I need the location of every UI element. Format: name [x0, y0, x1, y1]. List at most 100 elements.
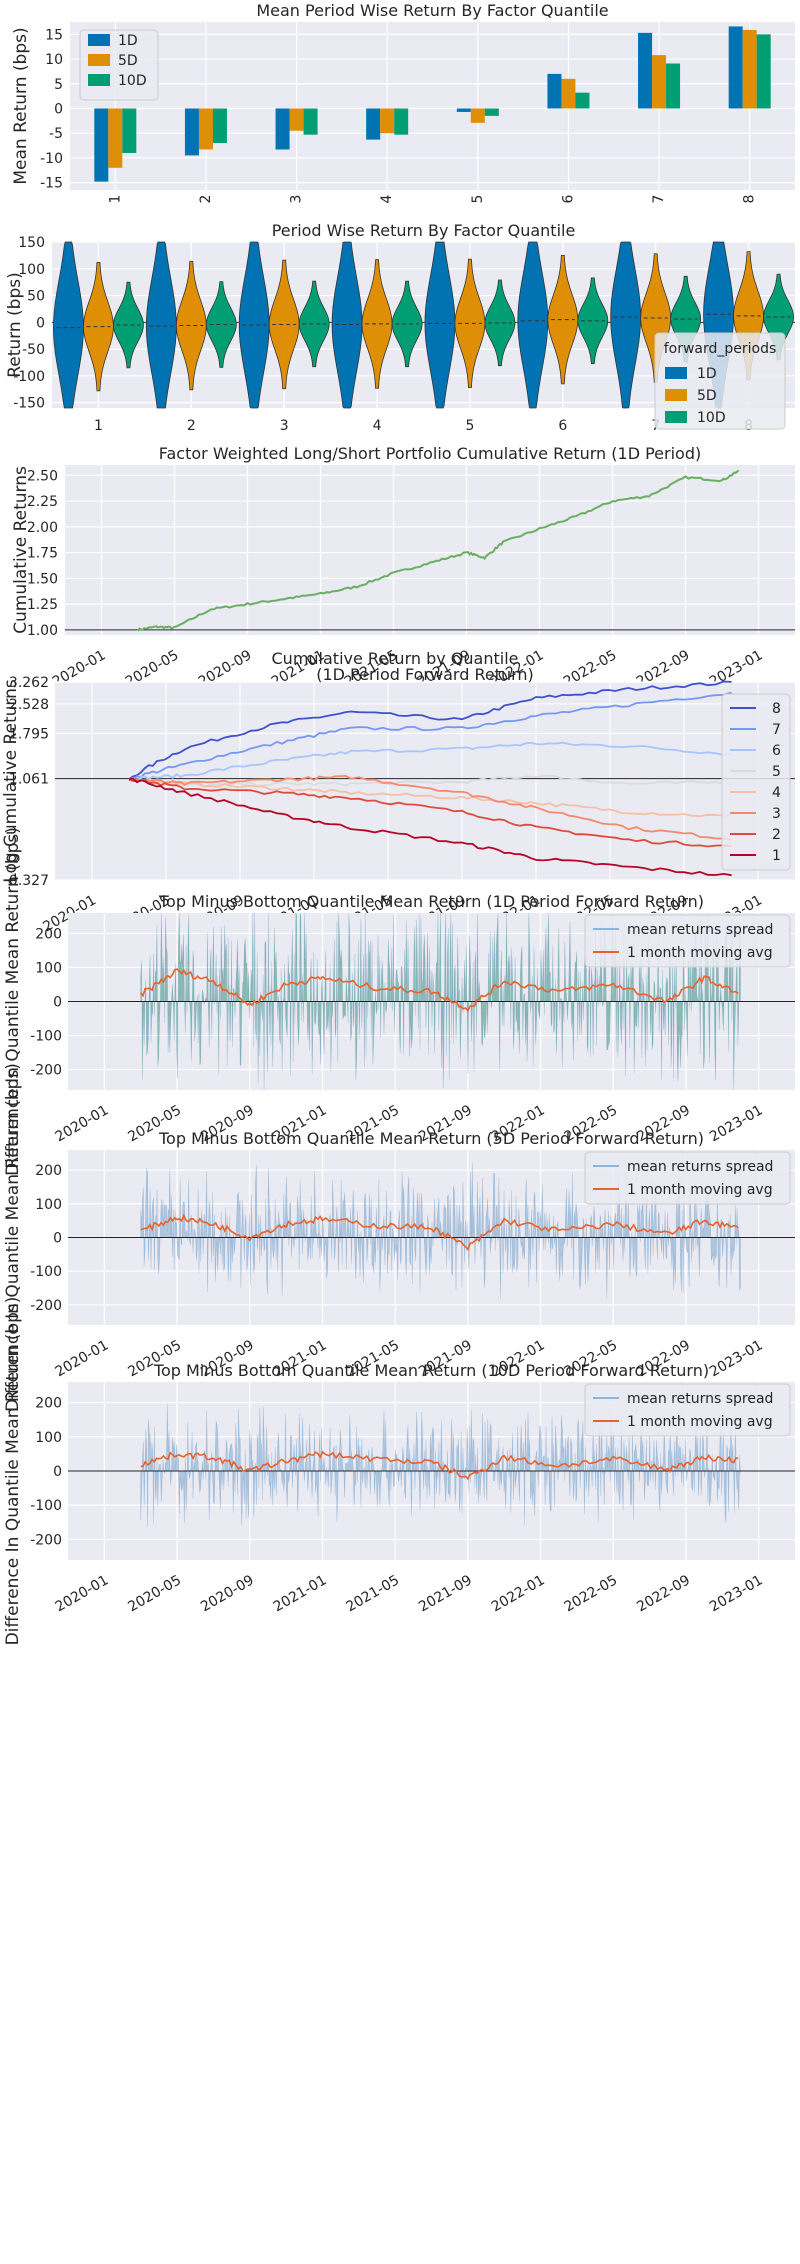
violin [547, 254, 579, 385]
bar [198, 108, 213, 150]
legend-label: 1 month moving avg [627, 1182, 773, 1198]
violin [113, 281, 144, 369]
bar [666, 63, 681, 109]
violin [610, 241, 642, 409]
y-tick-label: 3.262 [9, 675, 49, 691]
bar [380, 108, 395, 134]
legend [584, 1383, 791, 1437]
y-tick-label: -100 [13, 369, 45, 385]
quantile-line-7 [128, 691, 732, 781]
legend-swatch [665, 389, 687, 401]
legend-swatch [665, 367, 687, 379]
chart-title: Mean Period Wise Return By Factor Quanti… [256, 1, 608, 20]
y-tick-label: 1.00 [27, 623, 58, 639]
bar [289, 108, 304, 131]
violin [298, 280, 330, 368]
y-axis-label: Log Cumulative Returns [1, 679, 21, 883]
y-tick-label: 1.75 [27, 546, 58, 562]
plot-area [55, 682, 795, 880]
chart-title: Cumulative Return by Quantile [272, 649, 519, 668]
violin [175, 260, 207, 391]
violin [145, 241, 177, 409]
x-tick-label: 2022-05 [562, 1572, 621, 1615]
legend-swatch [665, 411, 687, 423]
y-tick-label: -200 [30, 1298, 62, 1314]
bar [303, 108, 318, 135]
violin [205, 281, 237, 368]
legend-label: 4 [772, 785, 781, 801]
spread-area [140, 1163, 741, 1300]
legend [721, 693, 791, 871]
y-tick-label: 1.50 [27, 571, 58, 587]
y-tick-label: 0.327 [9, 873, 49, 889]
legend-swatch [88, 74, 110, 86]
x-tick-label: 4 [379, 194, 395, 203]
x-tick-label: 7 [651, 195, 667, 204]
bar [470, 108, 485, 123]
bar [638, 32, 653, 109]
chart-title: Top Minus Bottom Quantile Mean Return (1… [153, 1361, 709, 1380]
bar [184, 108, 199, 156]
legend-label: 1 [772, 848, 781, 864]
chart-title: Factor Weighted Long/Short Portfolio Cum… [159, 444, 701, 463]
x-tick-label: 1 [107, 195, 123, 204]
x-tick-label: 2023-01 [707, 1102, 766, 1145]
legend-label: mean returns spread [627, 1159, 773, 1175]
legend-label: 8 [772, 701, 781, 717]
legend-label: 1D [118, 33, 138, 49]
y-axis-label: Difference In Quantile Mean Return (bps) [3, 1063, 23, 1412]
bar [456, 108, 471, 112]
y-tick-label: 50 [27, 289, 45, 305]
x-tick-label: 2022-01 [489, 1572, 548, 1615]
y-tick-label: 1.795 [9, 726, 49, 742]
y-tick-label: 1.25 [27, 597, 58, 613]
bar [366, 108, 381, 140]
y-tick-label: 0 [54, 101, 63, 117]
legend-label: 1 month moving avg [627, 945, 773, 961]
violin [484, 279, 516, 367]
y-tick-label: -50 [22, 342, 45, 358]
spread-area [140, 1403, 741, 1527]
bar [122, 108, 137, 153]
moving-average-line [140, 968, 739, 1013]
y-tick-label: 0 [53, 1231, 62, 1247]
y-tick-label: -200 [30, 1063, 62, 1079]
y-tick-label: 100 [35, 960, 62, 976]
bar [94, 108, 109, 182]
legend-label: 10D [697, 410, 726, 426]
legend-label: 1 month moving avg [627, 1414, 773, 1430]
legend-swatch [88, 54, 110, 66]
y-tick-label: 2.25 [27, 494, 58, 510]
chart-title: Top Minus Bottom Quantile Mean Return (1… [158, 892, 704, 911]
y-tick-label: 0 [53, 1464, 62, 1480]
x-tick-label: 6 [558, 418, 567, 434]
x-tick-label: 2020-01 [53, 1337, 112, 1380]
x-tick-label: 2022-09 [634, 1572, 693, 1615]
violin [238, 241, 270, 409]
moving-average-line [140, 1213, 739, 1251]
legend-label: 5D [118, 53, 138, 69]
y-tick-label: 1.061 [9, 772, 49, 788]
y-tick-label: -100 [30, 1498, 62, 1514]
x-tick-label: 4 [373, 418, 382, 434]
y-tick-label: 0 [36, 315, 45, 331]
y-tick-label: 5 [54, 77, 63, 93]
y-tick-label: -150 [13, 396, 45, 412]
violin [391, 280, 423, 368]
y-tick-label: 2.00 [27, 520, 58, 536]
bar [275, 108, 290, 150]
legend-label: mean returns spread [627, 1391, 773, 1407]
bar [575, 92, 590, 109]
y-axis-label: Return (bps) [5, 272, 25, 378]
y-tick-label: -100 [30, 1264, 62, 1280]
legend-title: forward_periods [664, 341, 777, 357]
plot-area [70, 22, 795, 190]
y-tick-label: 200 [35, 926, 62, 942]
y-tick-label: 100 [35, 1430, 62, 1446]
legend-label: 3 [772, 806, 781, 822]
legend-label: 5D [697, 388, 717, 404]
y-tick-label: 200 [35, 1396, 62, 1412]
chart-title: Top Minus Bottom Quantile Mean Return (5… [158, 1129, 704, 1148]
quantile-line-1 [128, 777, 732, 877]
